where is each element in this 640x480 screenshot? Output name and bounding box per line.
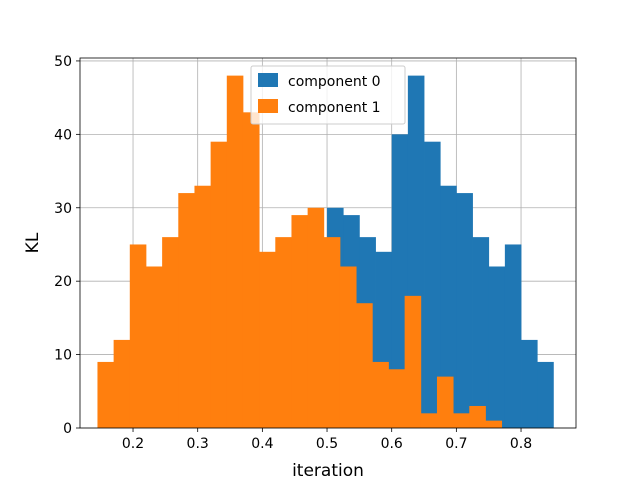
plot-area-frame [79,57,577,429]
bar-component-1 [291,215,309,428]
bar-component-1 [194,185,212,428]
bar-component-1 [275,237,292,428]
bar-component-1 [242,112,260,429]
bar-component-1 [97,361,115,428]
bar-component-0 [424,141,441,428]
bar-component-1 [339,266,357,428]
x-tick-label: 0.5 [316,436,338,452]
legend-label-component-0: component 0 [288,74,381,90]
bar-component-1 [307,207,325,428]
bar-component-1 [469,405,486,428]
bar-component-0 [472,237,490,428]
bar-component-0 [391,134,409,428]
legend-box [250,65,406,125]
legend-swatch-component-1 [258,99,278,113]
legend: component 0 component 1 [250,65,406,125]
x-axis-label: iteration [292,461,364,480]
bar-component-1 [178,193,195,428]
bar-component-1 [485,420,503,428]
bar-component-0 [537,361,554,428]
bar-component-1 [323,237,341,428]
bar-component-1 [259,251,276,428]
legend-swatch-component-0 [258,73,278,87]
x-tick-label: 0.7 [445,436,467,452]
bar-component-0 [456,193,473,428]
y-tick-label: 20 [54,274,72,290]
bar-component-1 [129,244,147,428]
bar-component-1 [436,376,454,428]
y-tick-label: 30 [54,201,72,217]
y-axis-label: KL [23,232,43,253]
x-tick-label: 0.4 [251,436,273,452]
bar-component-1 [372,361,389,428]
axis-ticks: 0.2 0.3 0.4 0.5 0.6 0.7 0.8 0 10 20 30 40 50 [54,54,532,452]
bar-component-1 [210,141,228,428]
y-tick-label: 40 [54,127,72,143]
bar-component-1 [226,75,244,428]
bar-component-1 [388,369,406,428]
bar-component-1 [420,413,438,428]
bar-component-0 [504,244,522,428]
bar-component-0 [440,185,457,428]
y-tick-label: 0 [63,421,72,437]
x-tick-label: 0.6 [381,436,403,452]
bar-component-1 [162,237,179,428]
bar-component-1 [404,295,422,428]
bar-component-1 [453,413,470,428]
y-tick-label: 50 [54,54,72,70]
bar-component-1 [113,339,131,428]
bar-component-0 [521,339,538,428]
legend-label-component-1: component 1 [288,100,381,116]
x-tick-label: 0.8 [510,436,532,452]
bar-component-1 [145,266,163,428]
bar-component-1 [356,303,373,428]
x-tick-label: 0.3 [187,436,209,452]
histogram-bars [97,75,554,429]
x-tick-label: 0.2 [122,436,144,452]
y-tick-label: 10 [54,348,72,364]
bar-component-0 [488,266,506,428]
